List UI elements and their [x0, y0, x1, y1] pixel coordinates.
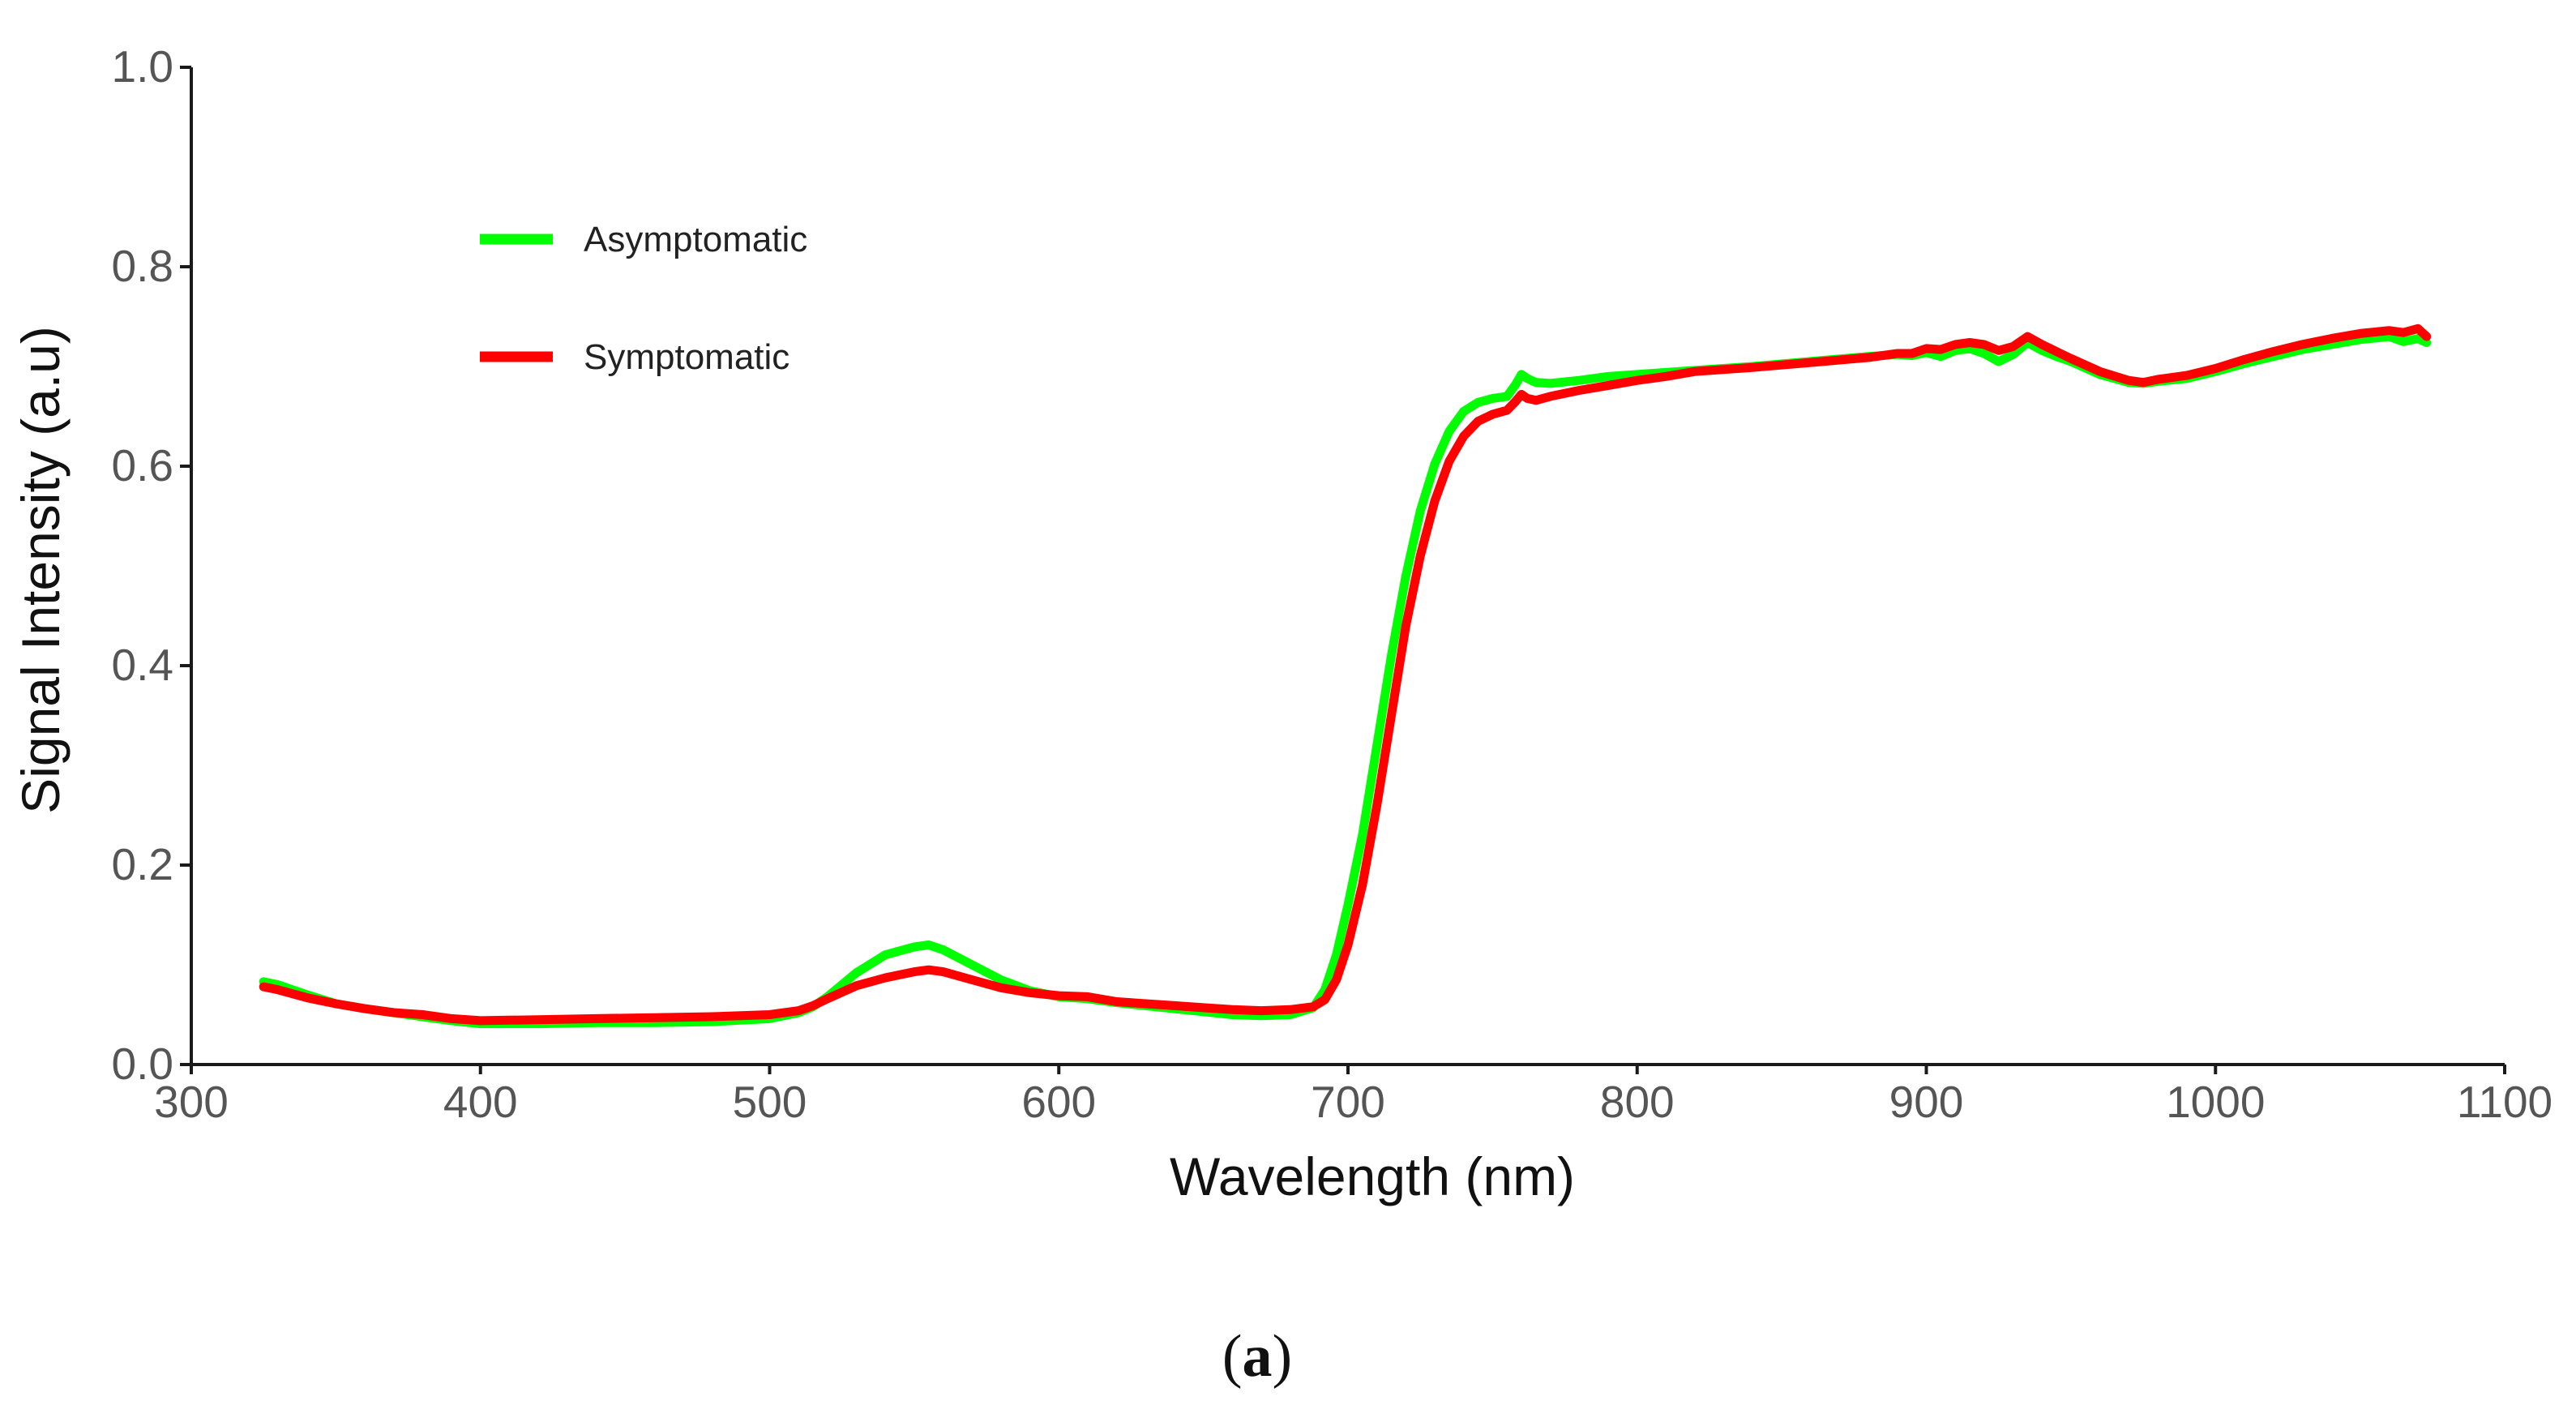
x-tick-label: 800	[1600, 1077, 1675, 1127]
legend-label-symptomatic: Symptomatic	[584, 337, 789, 377]
series-line-symptomatic	[259, 323, 2432, 1026]
y-tick-label: 0.2	[112, 839, 173, 889]
panel-label: (a)	[1222, 1323, 1292, 1390]
y-axis-title: Signal Intensity (a.u)	[11, 326, 71, 814]
y-ticks: 0.0 0.2 0.4 0.6 0.8 1.0	[112, 41, 191, 1089]
x-tick-label: 600	[1021, 1077, 1096, 1127]
x-axis-title: Wavelength (nm)	[1170, 1146, 1575, 1206]
axes: 300 400 500 600 700 800 900 1000 1100 0.00.20.40…	[112, 41, 2553, 1127]
x-tick-label: 900	[1889, 1077, 1964, 1127]
y-tick-label: 0.4	[112, 640, 173, 690]
legend: Asymptomatic Symptomatic	[480, 220, 807, 377]
panel-label-letter: a	[1243, 1323, 1273, 1390]
x-tick-label: 400	[443, 1077, 518, 1127]
plot-lines	[259, 323, 2432, 1029]
panel-label-open: (	[1222, 1323, 1243, 1390]
y-tick-label: 0.6	[112, 440, 173, 491]
legend-label-asymptomatic: Asymptomatic	[584, 220, 807, 259]
x-tick-label: 1100	[2457, 1077, 2552, 1127]
x-tick-label: 500	[733, 1077, 807, 1127]
y-tick-label: 0.0	[112, 1039, 173, 1089]
y-tick-label: 0.8	[112, 241, 173, 291]
y-tick-label: 1.0	[112, 41, 173, 92]
x-ticks: 300 400 500 600 700 800 900 1000 1100	[154, 1065, 2552, 1127]
panel-label-close: )	[1273, 1323, 1293, 1390]
series-line-asymptomatic	[259, 332, 2432, 1029]
x-tick-label: 700	[1311, 1077, 1385, 1127]
x-tick-label: 300	[154, 1077, 229, 1127]
x-tick-label: 1000	[2166, 1077, 2265, 1127]
